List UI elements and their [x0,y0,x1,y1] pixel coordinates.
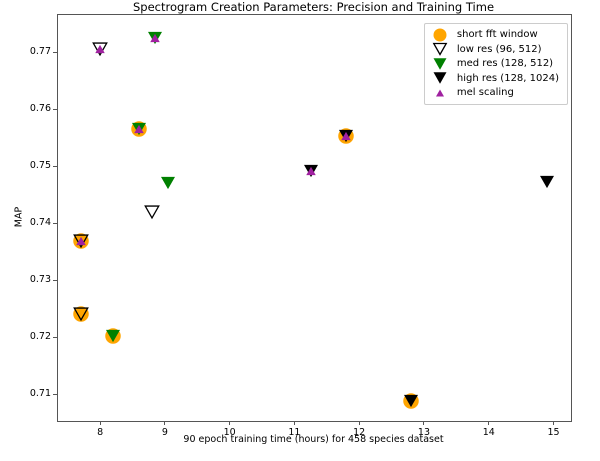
data-point [148,31,163,44]
legend-label: med res (128, 512) [456,58,554,70]
med_res-marker-icon [433,58,447,70]
x-tick-label: 10 [223,427,236,438]
y-tick [53,279,57,281]
legend-label: low res (96, 512) [456,43,542,55]
data-point [161,177,176,190]
x-tick-label: 13 [417,427,430,438]
low_res-marker-icon [432,43,448,57]
data-point [144,205,160,219]
y-tick [53,222,57,224]
legend-item-low_res: low res (96, 512) [430,43,559,57]
legend-item-mel: mel scaling [430,86,559,100]
x-axis-label: 90 epoch training time (hours) for 458 s… [183,434,444,445]
high_res-marker-icon [433,72,447,84]
data-point [92,42,108,57]
legend-item-high_res: high res (128, 1024) [430,72,559,86]
data-point [105,328,121,344]
y-tick [53,336,57,338]
y-tick-label: 0.73 [29,274,51,286]
x-tick-label: 15 [547,427,560,438]
y-tick-label: 0.71 [29,388,51,400]
y-tick [53,108,57,110]
x-tick-label: 12 [353,427,366,438]
y-axis-label: MAP [13,206,25,228]
data-point [72,233,89,250]
legend-item-short_fft: short fft window [430,28,559,42]
x-tick [293,421,295,425]
legend-label: short fft window [456,29,538,41]
x-tick-label: 9 [161,427,168,438]
y-tick [53,51,57,53]
y-tick-label: 0.75 [29,160,51,172]
data-point [540,175,555,189]
x-tick [553,421,554,425]
x-tick [488,421,490,425]
y-tick-label: 0.74 [29,217,51,229]
legend: short fft window low res (96, 512) med res… [423,23,568,105]
legend-label: mel scaling [456,87,514,99]
x-tick-label: 8 [97,427,104,438]
y-tick [53,393,57,395]
scatter-points-layer [58,15,571,421]
legend-item-med_res: med res (128, 512) [430,57,559,71]
data-point [131,121,147,137]
data-point [72,306,89,323]
x-tick [358,421,360,425]
axes-ticks: 8 9 10 11 12 13 14 15 0.71 0.72 0.73 0.74 0.75 0.76 0.… [30,15,571,438]
x-tick [423,421,425,425]
x-tick [99,421,101,425]
legend-label: high res (128, 1024) [456,72,559,84]
x-tick [229,421,231,425]
y-tick-label: 0.76 [29,103,51,115]
short_fft-marker-icon [433,28,447,42]
y-tick-label: 0.72 [29,331,51,343]
plot-area: 8 9 10 11 12 13 14 15 0.71 0.72 0.73 0.74 0.75 0.76 0.… [30,14,572,438]
y-tick [53,165,57,167]
mel-marker-icon [435,89,444,97]
x-tick-label: 11 [288,427,301,438]
x-tick-label: 14 [482,427,495,438]
data-point [303,164,318,177]
data-point [338,128,354,145]
x-tick [164,421,166,425]
chart-title: Spectrogram Creation Parameters: Precisi… [132,0,495,14]
data-point [403,393,419,409]
y-tick-label: 0.77 [29,46,51,58]
